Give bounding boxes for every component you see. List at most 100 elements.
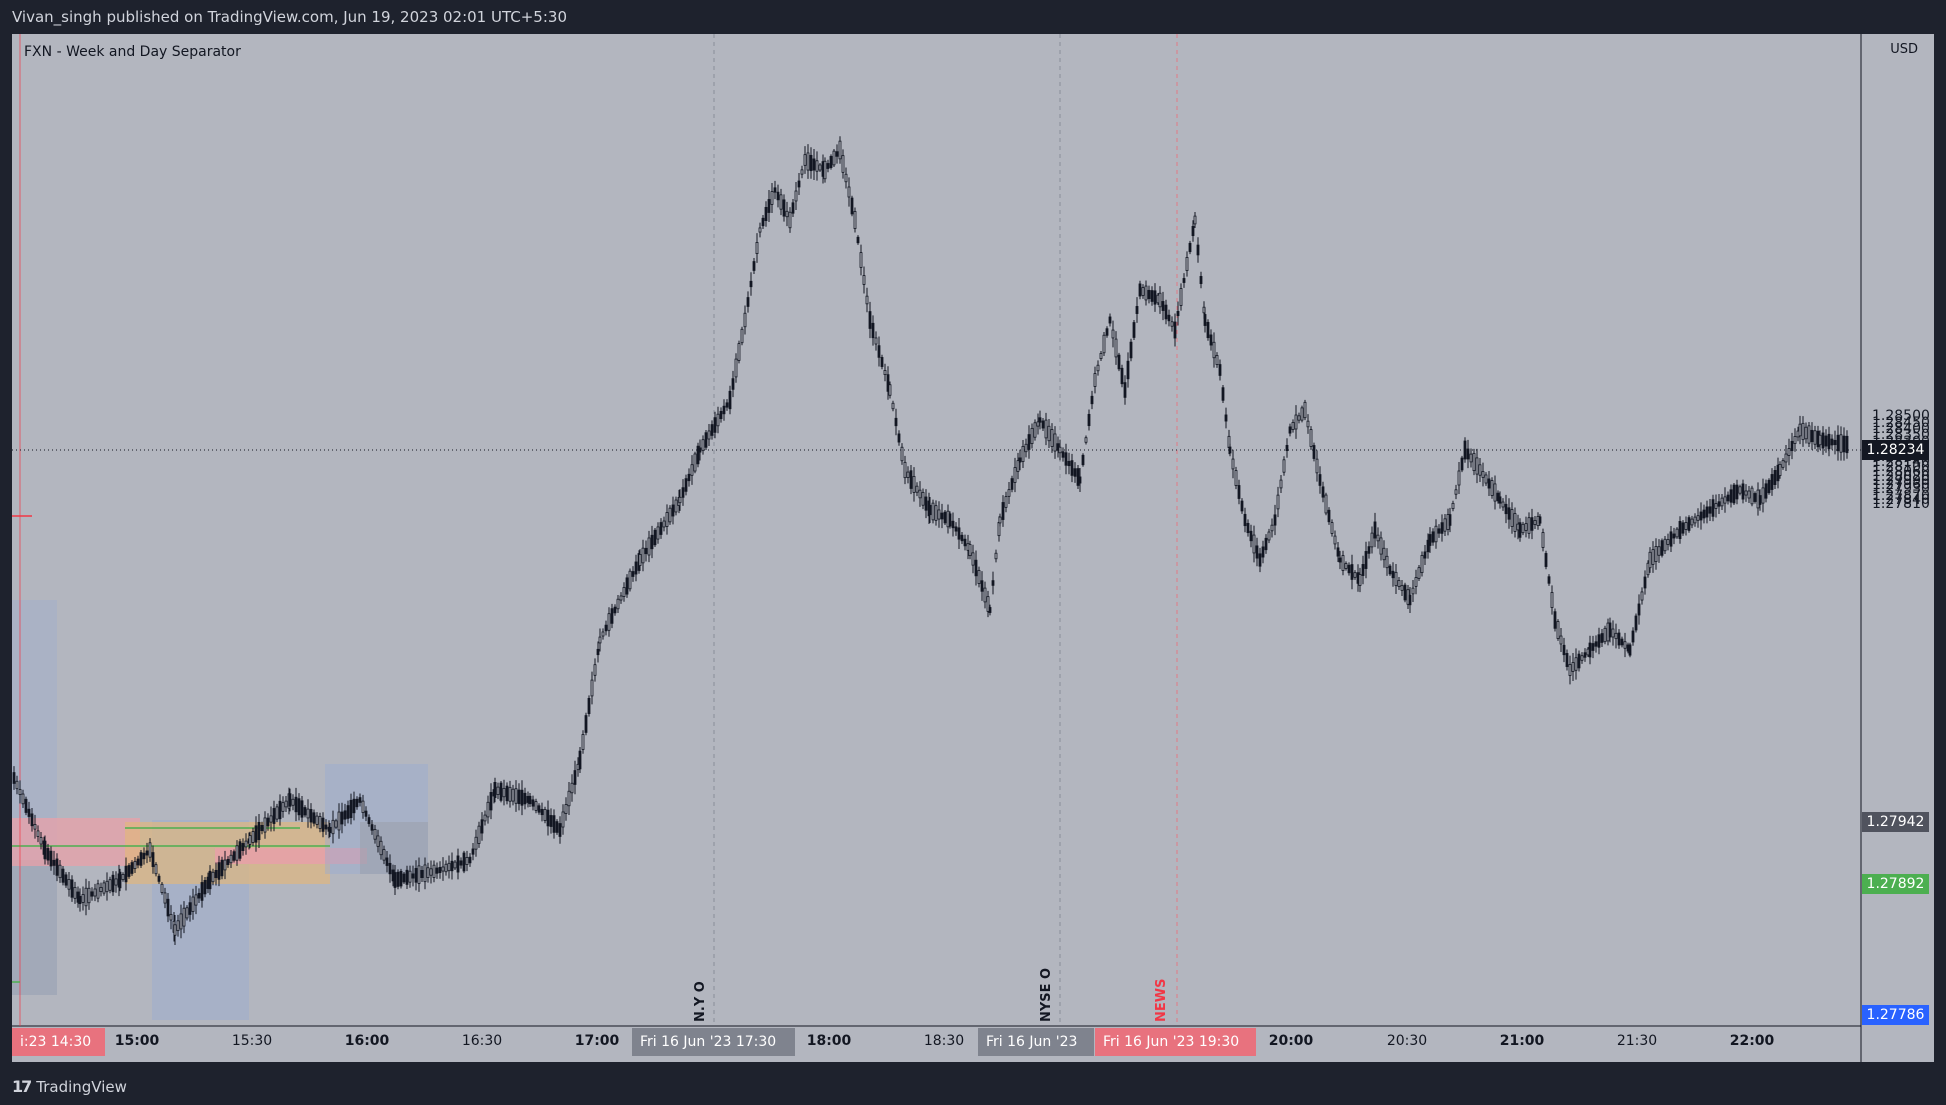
candle-body — [1729, 489, 1733, 503]
candle-body — [306, 808, 310, 819]
candle-body — [567, 790, 571, 807]
candle-body — [1559, 635, 1563, 645]
candle-body — [704, 432, 708, 448]
candle-body — [776, 191, 780, 201]
candle-body — [1750, 487, 1754, 505]
candle-body — [96, 883, 100, 899]
candle-body — [272, 808, 276, 824]
candle-body — [508, 786, 512, 802]
candle-body — [1007, 489, 1011, 497]
candle-body — [1161, 301, 1165, 311]
candle-body — [546, 809, 550, 827]
candle-body — [888, 384, 892, 396]
candle-body — [1376, 534, 1380, 542]
candle-body — [21, 793, 25, 805]
candle-body — [1714, 503, 1718, 509]
candle-body — [915, 485, 919, 493]
tradingview-brand[interactable]: 17 TradingView — [12, 1077, 127, 1096]
candle-body — [483, 814, 487, 822]
candle-body — [321, 817, 325, 832]
candle-body — [1004, 496, 1008, 508]
candle-body — [1597, 634, 1601, 648]
time-tick: 21:30 — [1616, 1033, 1658, 1049]
candle-body — [1315, 458, 1319, 474]
candle-body — [1501, 501, 1505, 508]
candle-body — [552, 815, 556, 833]
candle-body — [1684, 522, 1688, 530]
candle-body — [67, 878, 71, 890]
candle-body — [1338, 557, 1342, 563]
candle-body — [1361, 564, 1365, 576]
candle-body — [710, 424, 714, 436]
candle-body — [1830, 438, 1834, 446]
candle-body — [1084, 437, 1088, 443]
candle-body — [1129, 341, 1133, 359]
candle-body — [613, 606, 617, 614]
candle-body — [835, 151, 839, 157]
candle-body — [1478, 464, 1482, 476]
candle-body — [1176, 310, 1180, 317]
candle-body — [1108, 316, 1112, 324]
candle-body — [1732, 484, 1736, 504]
candle-body — [581, 734, 585, 750]
candle-body — [1391, 570, 1395, 579]
candle-body — [1784, 453, 1788, 463]
indicator-title[interactable]: FXN - Week and Day Separator — [24, 44, 241, 60]
candle-body — [1273, 514, 1277, 526]
candle-body — [1693, 516, 1697, 524]
candle-body — [111, 874, 115, 893]
candle-body — [797, 180, 801, 188]
candle-body — [740, 328, 744, 344]
candle-body — [1504, 503, 1508, 515]
candle-body — [70, 879, 74, 898]
candle-body — [200, 882, 204, 901]
candle-body — [1209, 334, 1213, 346]
candle-body — [151, 852, 155, 868]
candle-body — [1530, 517, 1534, 531]
candle-body — [1648, 551, 1652, 569]
candle-body — [1397, 580, 1401, 587]
time-tick: 22:00 — [1729, 1033, 1775, 1049]
candle-body — [1358, 574, 1362, 586]
candle-body — [93, 888, 97, 897]
candle-body — [1288, 426, 1292, 434]
candle-body — [405, 869, 409, 885]
candle-body — [1053, 433, 1057, 452]
price-tick: 1.27960 — [1872, 476, 1930, 493]
candle-body — [1507, 507, 1511, 520]
candle-body — [474, 836, 478, 850]
ny-open-label: N.Y O — [693, 981, 708, 1022]
candle-body — [812, 158, 816, 171]
candle-body — [1631, 630, 1635, 643]
candle-body — [393, 872, 397, 888]
candle-body — [1249, 530, 1253, 542]
candle-body — [570, 782, 574, 794]
candle-body — [616, 598, 620, 610]
candle-body — [847, 186, 851, 198]
candle-body — [1417, 567, 1421, 579]
candle-body — [402, 873, 406, 883]
candle-body — [1842, 435, 1846, 453]
candle-body — [1594, 641, 1598, 647]
candle-body — [1699, 511, 1703, 521]
candle-body — [1839, 434, 1843, 453]
candle-body — [687, 473, 691, 482]
candle-body — [971, 552, 975, 566]
candle-body — [1341, 555, 1345, 571]
candle-body — [587, 698, 591, 714]
candle-body — [220, 859, 224, 877]
candle-body — [1628, 644, 1632, 656]
candle-body — [528, 795, 532, 805]
candle-body — [722, 405, 726, 415]
candle-body — [361, 800, 365, 813]
candle-body — [1150, 290, 1154, 302]
candle-body — [223, 859, 227, 871]
candle-body — [641, 547, 645, 564]
currency-label[interactable]: USD — [1890, 42, 1918, 57]
candle-body — [142, 852, 146, 860]
candle-body — [1303, 401, 1307, 419]
candle-body — [1158, 292, 1162, 308]
candle-body — [197, 892, 201, 899]
candle-body — [1726, 494, 1730, 502]
